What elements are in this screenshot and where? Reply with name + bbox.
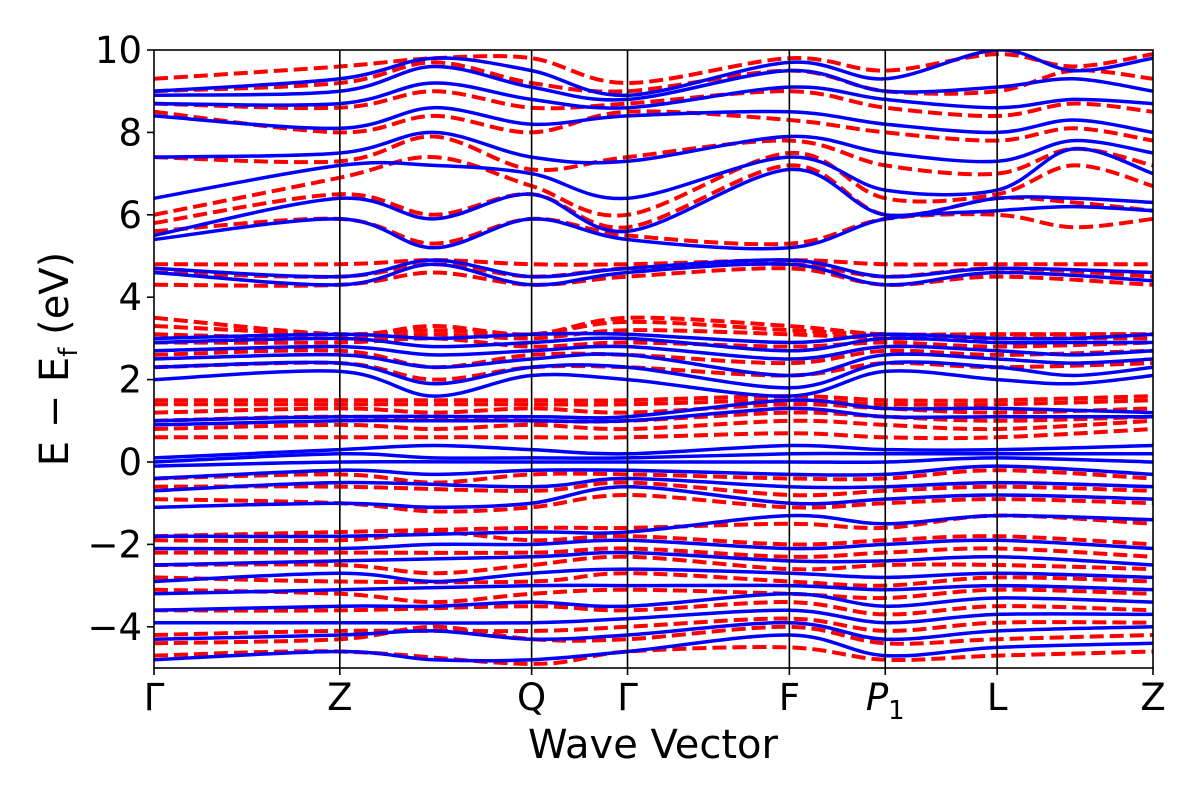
band-solid-17 <box>154 369 1153 398</box>
y-axis-label: E − Ef (eV) <box>32 252 84 467</box>
band-solid-15 <box>154 406 1153 427</box>
band-solid-25 <box>154 204 1153 251</box>
band-solid-28 <box>154 130 1153 165</box>
x-tick-label-l: L <box>987 676 1008 719</box>
x-tick-label-p1: P1 <box>866 676 905 726</box>
y-axis-label-main: E − E <box>32 357 78 467</box>
band-solid-21 <box>154 336 1153 353</box>
band-solid-7 <box>154 538 1153 551</box>
band-dashed-33 <box>154 89 1153 118</box>
band-solid-11 <box>154 464 1153 481</box>
band-dashed-24 <box>154 315 1153 337</box>
band-dashed-10 <box>154 492 1153 514</box>
y-tick-label: 2 <box>118 359 142 402</box>
y-tick-label: 10 <box>95 29 142 72</box>
band-solid-30 <box>154 81 1153 110</box>
band-solid-5 <box>154 567 1153 584</box>
band-dashed-4 <box>154 587 1153 605</box>
band-solid-29 <box>154 105 1153 135</box>
x-tick-label-z: Z <box>1140 676 1165 719</box>
x-tick-label-: Γ <box>144 676 165 719</box>
band-dashed-8 <box>154 529 1153 547</box>
band-dashed-25 <box>154 266 1153 288</box>
y-tick-label: 8 <box>118 111 142 154</box>
band-dashed-21 <box>154 336 1153 349</box>
band-solid-3 <box>154 592 1153 613</box>
band-solid-19 <box>154 352 1153 378</box>
x-axis-label: Wave Vector <box>528 722 779 768</box>
band-solid-32 <box>154 50 1153 98</box>
band-solid-27 <box>154 147 1153 201</box>
x-axis-ticks: Γ Z Q Γ F P1 L Z <box>144 668 1166 726</box>
band-solid-14 <box>154 443 1153 460</box>
band-dashed-29 <box>154 163 1153 230</box>
band-dashed-1 <box>154 624 1153 646</box>
band-dashed-31 <box>154 134 1153 177</box>
band-dashed-18 <box>154 394 1153 403</box>
band-dashed-16 <box>154 402 1153 415</box>
y-tick-label: 6 <box>118 194 142 237</box>
band-solid-13 <box>154 451 1153 464</box>
y-tick-label: 0 <box>118 441 142 484</box>
band-dashed-28 <box>154 212 1153 247</box>
kpoint-divider-lines <box>339 50 998 668</box>
band-solid-1 <box>154 620 1153 642</box>
band-dashed-6 <box>154 554 1153 576</box>
band-solid-31 <box>154 64 1153 102</box>
y-tick-label: −4 <box>87 606 142 649</box>
band-solid-9 <box>154 484 1153 510</box>
y-tick-label: −2 <box>87 523 142 566</box>
band-dashed-14 <box>154 418 1153 432</box>
x-tick-label-z: Z <box>327 676 352 719</box>
band-dashed-12 <box>154 468 1153 485</box>
band-solid-22 <box>154 331 1153 345</box>
y-axis-label-unit: (eV) <box>32 252 78 348</box>
band-solid-0 <box>154 633 1153 663</box>
plot-frame <box>153 49 1154 669</box>
x-tick-label-: Γ <box>617 676 638 719</box>
band-solid-18 <box>154 360 1153 390</box>
band-dashed-27 <box>154 258 1153 267</box>
x-tick-label-q: Q <box>517 676 546 719</box>
band-solid-26 <box>154 167 1153 238</box>
y-tick-label: 4 <box>118 276 142 319</box>
y-axis-ticks: −4 −2 0 2 4 6 8 10 <box>87 29 154 649</box>
y-axis-label-subscript: f <box>54 347 84 357</box>
band-dashed-35 <box>154 52 1153 86</box>
x-tick-label-f: F <box>779 676 800 719</box>
band-solid-20 <box>154 344 1153 361</box>
band-dashed-30 <box>154 150 1153 218</box>
